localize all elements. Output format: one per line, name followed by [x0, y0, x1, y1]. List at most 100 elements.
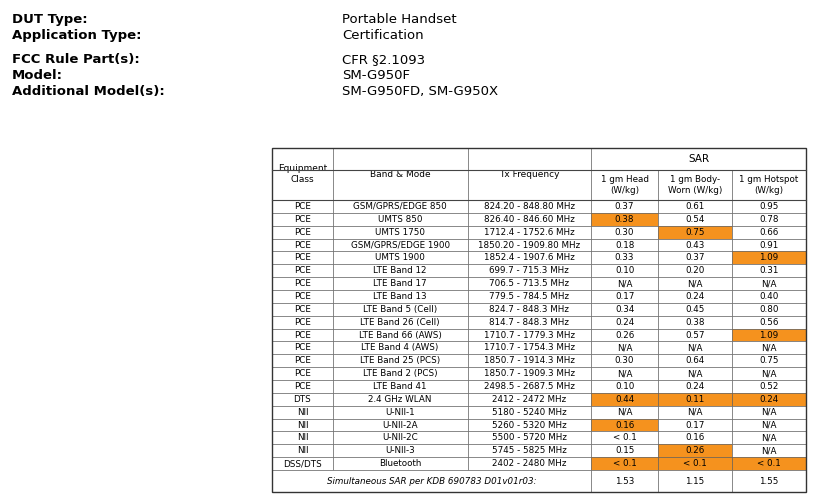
Bar	[272, 431, 333, 444]
Text: 5500 - 5720 MHz: 5500 - 5720 MHz	[492, 433, 567, 442]
Bar	[467, 329, 591, 342]
Bar	[333, 264, 467, 277]
Text: 1850.7 - 1909.3 MHz: 1850.7 - 1909.3 MHz	[484, 369, 575, 378]
Text: PCE: PCE	[294, 228, 311, 237]
Text: N/A: N/A	[761, 279, 777, 288]
Bar	[272, 380, 333, 393]
Text: PCE: PCE	[294, 318, 311, 327]
Text: Tx Frequency: Tx Frequency	[499, 169, 559, 178]
Bar	[658, 239, 732, 251]
Text: 0.40: 0.40	[759, 292, 779, 301]
Text: 0.10: 0.10	[615, 382, 634, 391]
Text: 0.37: 0.37	[615, 202, 634, 211]
Text: PCE: PCE	[294, 202, 311, 211]
Text: PCE: PCE	[294, 331, 311, 340]
Bar	[467, 303, 591, 316]
Text: N/A: N/A	[761, 369, 777, 378]
Bar	[272, 367, 333, 380]
Text: 0.56: 0.56	[759, 318, 779, 327]
Bar	[272, 393, 333, 406]
Text: PCE: PCE	[294, 266, 311, 275]
Text: Model:: Model:	[12, 69, 63, 82]
Bar	[467, 367, 591, 380]
Text: GSM/GPRS/EDGE 1900: GSM/GPRS/EDGE 1900	[351, 241, 450, 249]
Bar	[333, 303, 467, 316]
Text: NII: NII	[296, 433, 309, 442]
Text: 0.95: 0.95	[759, 202, 779, 211]
Bar	[272, 303, 333, 316]
Text: 2498.5 - 2687.5 MHz: 2498.5 - 2687.5 MHz	[484, 382, 575, 391]
Text: PCE: PCE	[294, 369, 311, 378]
Bar	[591, 200, 658, 213]
Text: Application Type:: Application Type:	[12, 29, 142, 42]
Bar	[467, 277, 591, 290]
Text: 0.24: 0.24	[615, 318, 634, 327]
Bar	[732, 419, 806, 431]
Bar	[272, 419, 333, 431]
Text: 2412 - 2472 MHz: 2412 - 2472 MHz	[492, 395, 567, 404]
Text: PCE: PCE	[294, 382, 311, 391]
Text: DUT Type:: DUT Type:	[12, 13, 88, 26]
Bar	[658, 200, 732, 213]
Text: 1 gm Hotspot
(W/kg): 1 gm Hotspot (W/kg)	[739, 175, 799, 195]
Bar	[732, 329, 806, 342]
Text: PCE: PCE	[294, 305, 311, 314]
Text: PCE: PCE	[294, 215, 311, 224]
Text: GSM/GPRS/EDGE 850: GSM/GPRS/EDGE 850	[353, 202, 447, 211]
Bar	[272, 251, 333, 264]
Bar	[467, 419, 591, 431]
Text: LTE Band 5 (Cell): LTE Band 5 (Cell)	[363, 305, 437, 314]
Bar	[591, 239, 658, 251]
Text: PCE: PCE	[294, 343, 311, 353]
Text: 0.78: 0.78	[759, 215, 779, 224]
Bar	[272, 406, 333, 419]
Bar	[658, 457, 732, 470]
Text: 0.75: 0.75	[759, 356, 779, 365]
Text: N/A: N/A	[617, 279, 632, 288]
Bar	[467, 148, 591, 200]
Text: N/A: N/A	[687, 408, 702, 417]
Text: N/A: N/A	[761, 433, 777, 442]
Bar	[658, 264, 732, 277]
Text: 0.24: 0.24	[759, 395, 779, 404]
Bar	[732, 380, 806, 393]
Text: NII: NII	[296, 408, 309, 417]
Text: 1710.7 - 1754.3 MHz: 1710.7 - 1754.3 MHz	[484, 343, 575, 353]
Text: LTE Band 41: LTE Band 41	[374, 382, 427, 391]
Bar	[732, 431, 806, 444]
Text: Simultaneous SAR per KDB 690783 D01v01r03:: Simultaneous SAR per KDB 690783 D01v01r0…	[326, 477, 536, 486]
Bar	[591, 277, 658, 290]
Bar	[467, 457, 591, 470]
Text: 0.44: 0.44	[615, 395, 634, 404]
Text: 1712.4 - 1752.6 MHz: 1712.4 - 1752.6 MHz	[484, 228, 575, 237]
Text: Portable Handset: Portable Handset	[342, 13, 457, 26]
Text: Bluetooth: Bluetooth	[379, 459, 422, 468]
Bar	[732, 303, 806, 316]
Text: 0.20: 0.20	[685, 266, 705, 275]
Bar	[333, 213, 467, 226]
Text: 0.30: 0.30	[615, 228, 634, 237]
Bar	[591, 213, 658, 226]
Bar	[272, 342, 333, 354]
Text: LTE Band 13: LTE Band 13	[374, 292, 427, 301]
Bar	[591, 457, 658, 470]
Bar	[591, 354, 658, 367]
Text: 0.54: 0.54	[685, 215, 705, 224]
Text: 0.30: 0.30	[615, 356, 634, 365]
Bar	[732, 457, 806, 470]
Text: U-NII-3: U-NII-3	[385, 446, 415, 455]
Bar	[732, 354, 806, 367]
Text: DSS/DTS: DSS/DTS	[283, 459, 322, 468]
Text: < 0.1: < 0.1	[613, 459, 637, 468]
Bar	[658, 419, 732, 431]
Text: 0.34: 0.34	[615, 305, 634, 314]
Bar	[591, 264, 658, 277]
Bar	[333, 380, 467, 393]
Bar	[272, 148, 333, 200]
Bar	[467, 406, 591, 419]
Text: 0.17: 0.17	[685, 420, 705, 429]
Text: 0.75: 0.75	[685, 228, 705, 237]
Text: 0.45: 0.45	[685, 305, 705, 314]
Text: 0.18: 0.18	[615, 241, 634, 249]
Bar	[272, 290, 333, 303]
